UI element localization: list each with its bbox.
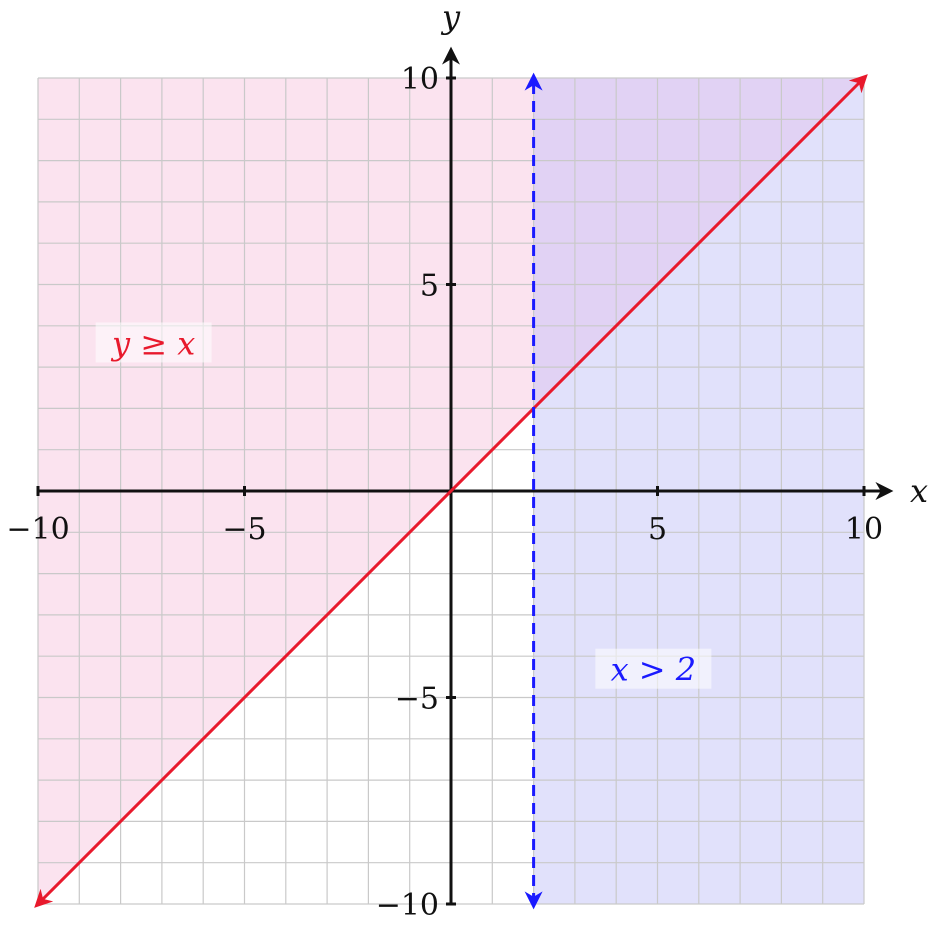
y-tick-label: 10 [401,62,439,97]
series-lines [34,72,868,910]
annotation-background [595,648,712,689]
y-tick-label: −5 [395,682,439,717]
y-axis-title: y [440,0,461,36]
x-axis-title: x [910,472,928,510]
y-tick-label: 5 [420,269,439,304]
label-y-ge-x: y ≥ x [110,324,195,362]
annotation-background [95,322,212,363]
line-y-equals-x [34,74,868,908]
x-tick-label: −5 [222,512,266,547]
x-tick-label: 10 [845,512,883,547]
x-tick-label: 5 [648,512,667,547]
labels: −10 −5 5 10 −10 −5 5 10 x y y ≥ x x > 2 [6,0,928,923]
label-x-gt-2: x > 2 [611,651,697,689]
y-tick-label: −10 [376,888,439,923]
x-tick-label: −10 [6,512,69,547]
